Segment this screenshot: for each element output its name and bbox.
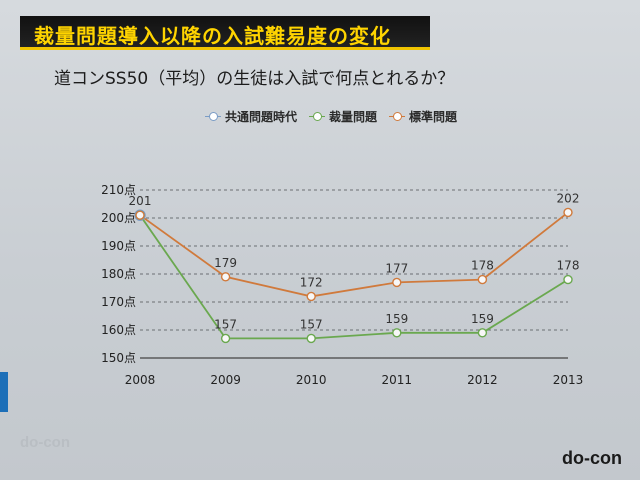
data-point — [306, 291, 316, 302]
data-point — [477, 328, 488, 338]
legend-marker-discretion — [309, 112, 326, 121]
series-line-1 — [139, 214, 569, 340]
x-tick-label: 2011 — [382, 373, 413, 387]
data-label: 178 — [471, 259, 494, 273]
data-point — [477, 274, 488, 285]
left-accent-bar — [0, 372, 8, 412]
x-tick-label: 2013 — [553, 373, 584, 387]
legend-item-standard: 標準問題 — [389, 108, 457, 125]
slide-title: 裁量問題導入以降の入試難易度の変化 — [34, 24, 391, 48]
data-label: 177 — [385, 261, 408, 275]
x-tick-label: 2010 — [296, 373, 327, 387]
legend-label-common: 共通問題時代 — [225, 110, 298, 124]
y-tick-label: 180点 — [101, 267, 136, 281]
title-bar: 裁量問題導入以降の入試難易度の変化 — [20, 16, 430, 50]
data-point — [392, 328, 402, 338]
legend-item-common: 共通問題時代 — [205, 108, 297, 125]
series-line-2 — [139, 211, 569, 298]
legend-marker-common — [205, 112, 221, 121]
data-point — [135, 210, 145, 220]
x-tick-label: 2012 — [467, 373, 498, 387]
y-tick-label: 150点 — [101, 351, 136, 365]
faint-logo-watermark: do-con — [20, 434, 70, 451]
legend-label-standard: 標準問題 — [409, 110, 458, 124]
chart-legend: 共通問題時代 裁量問題 標準問題 — [205, 108, 457, 125]
data-label: 201 — [129, 194, 152, 208]
data-point — [563, 207, 573, 218]
y-tick-label: 210点 — [101, 183, 136, 197]
data-label: 159 — [385, 312, 408, 326]
y-tick-label: 200点 — [101, 211, 136, 225]
data-label: 172 — [300, 275, 323, 289]
data-point — [392, 277, 402, 288]
data-point — [220, 272, 231, 282]
data-label: 202 — [557, 191, 580, 205]
chart-subtitle: 道コンSS50（平均）の生徒は入試で何点とれるか？ — [54, 69, 455, 89]
y-tick-label: 190点 — [101, 239, 136, 253]
data-point — [563, 274, 573, 285]
x-tick-label: 2009 — [210, 373, 241, 387]
y-tick-label: 160点 — [101, 323, 136, 337]
data-label: 178 — [557, 259, 580, 273]
data-label: 159 — [471, 312, 494, 326]
data-label: 157 — [214, 317, 237, 331]
data-label: 157 — [300, 317, 323, 331]
legend-label-discretion: 裁量問題 — [329, 110, 378, 124]
x-tick-label: 2008 — [125, 373, 156, 387]
data-label: 179 — [214, 256, 237, 270]
data-point — [306, 333, 316, 344]
data-point — [220, 333, 231, 344]
legend-marker-standard — [389, 112, 406, 121]
do-con-logo: do-con — [562, 448, 622, 468]
legend-item-discretion: 裁量問題 — [309, 108, 377, 125]
y-tick-label: 170点 — [101, 295, 136, 309]
